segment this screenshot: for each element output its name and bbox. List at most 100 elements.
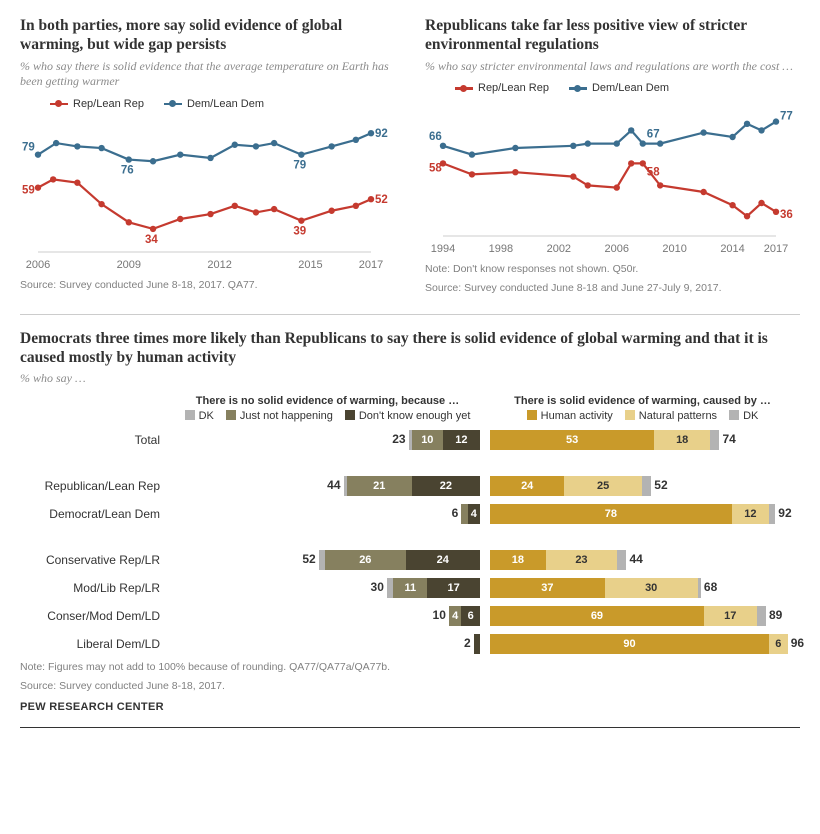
svg-text:2015: 2015 [298, 259, 322, 271]
bar-track: 46781292 [170, 504, 800, 524]
bar-track: 111730373068 [170, 578, 800, 598]
legend-rep-label: Rep/Lean Rep [478, 82, 549, 94]
svg-text:76: 76 [121, 165, 134, 177]
svg-text:2012: 2012 [207, 259, 231, 271]
chart-right-note: Note: Don't know responses not shown. Q5… [425, 262, 800, 277]
svg-text:2010: 2010 [662, 243, 686, 255]
svg-text:67: 67 [647, 129, 660, 141]
bottom-note: Note: Figures may not add to 100% becaus… [20, 660, 800, 675]
bar-seg: 37 [490, 578, 605, 598]
bar-seg [710, 430, 719, 450]
legend-item: DK [729, 410, 758, 422]
total-no: 10 [433, 608, 446, 622]
bottom-source: Source: Survey conducted June 8-18, 2017… [20, 679, 800, 694]
chart-left-panel: In both parties, more say solid evidence… [20, 16, 395, 296]
bar-row: Mod/Lib Rep/LR111730373068 [20, 576, 800, 600]
svg-text:2017: 2017 [764, 243, 788, 255]
bar-seg: 24 [490, 476, 564, 496]
svg-text:79: 79 [22, 142, 35, 154]
row-label: Conservative Rep/LR [20, 553, 170, 567]
chart-left-sub: % who say there is solid evidence that t… [20, 59, 395, 90]
svg-text:34: 34 [145, 234, 158, 246]
bar-seg: 17 [427, 578, 480, 598]
chart-right-plot: 1994199820022006201020142017666777585836 [425, 98, 800, 258]
legend-item: Human activity [527, 410, 613, 422]
legend-item: Just not happening [226, 410, 333, 422]
legend-rep: Rep/Lean Rep [50, 98, 144, 110]
legend-dem: Dem/Lean Dem [569, 82, 669, 94]
bottom-title: Democrats three times more likely than R… [20, 329, 800, 368]
bottom-sub: % who say … [20, 371, 800, 387]
total-yes: 44 [630, 552, 643, 566]
bar-track: 290696 [170, 634, 800, 654]
total-yes: 89 [769, 608, 782, 622]
bar-seg: 23 [546, 550, 617, 570]
divider [20, 314, 800, 315]
left-header: There is no solid evidence of warming, b… [196, 395, 459, 407]
chart-left-source: Source: Survey conducted June 8-18, 2017… [20, 278, 395, 293]
svg-text:39: 39 [293, 226, 306, 238]
row-label: Liberal Dem/LD [20, 637, 170, 651]
svg-text:2006: 2006 [26, 259, 50, 271]
bar-row: Total101223531874 [20, 428, 800, 452]
bar-seg: 24 [406, 550, 480, 570]
svg-text:1994: 1994 [431, 243, 455, 255]
chart-right-panel: Republicans take far less positive view … [425, 16, 800, 296]
chart-left-plot: 200620092012201520177976799259343952 [20, 114, 395, 274]
bar-track: 262452182344 [170, 550, 800, 570]
bar-seg: 26 [325, 550, 406, 570]
bar-track: 4610691789 [170, 606, 800, 626]
row-label: Conser/Mod Dem/LD [20, 609, 170, 623]
legend-item: Natural patterns [625, 410, 717, 422]
bar-seg: 30 [605, 578, 698, 598]
bar-seg: 11 [393, 578, 427, 598]
bar-seg: 18 [490, 550, 546, 570]
bar-row: Republican/Lean Rep212244242552 [20, 474, 800, 498]
chart-left-legend: Rep/Lean Rep Dem/Lean Dem [20, 98, 395, 110]
total-no: 2 [464, 636, 471, 650]
bar-seg [757, 606, 766, 626]
bar-seg [769, 504, 775, 524]
row-label: Democrat/Lean Dem [20, 507, 170, 521]
row-label: Mod/Lib Rep/LR [20, 581, 170, 595]
svg-text:2017: 2017 [359, 259, 383, 271]
bar-seg: 21 [347, 476, 412, 496]
svg-text:1998: 1998 [489, 243, 513, 255]
svg-text:2009: 2009 [117, 259, 141, 271]
bar-seg: 6 [769, 634, 788, 654]
bottom-panel: Democrats three times more likely than R… [20, 329, 800, 729]
legend-rep-label: Rep/Lean Rep [73, 98, 144, 110]
bar-seg: 17 [704, 606, 757, 626]
legend-dem: Dem/Lean Dem [164, 98, 264, 110]
bar-row: Conservative Rep/LR262452182344 [20, 548, 800, 572]
attribution: PEW RESEARCH CENTER [20, 701, 800, 713]
right-sublegend: There is solid evidence of warming, caus… [485, 395, 800, 422]
chart-right-sub: % who say stricter environmental laws an… [425, 59, 800, 75]
svg-text:2002: 2002 [547, 243, 571, 255]
bar-seg: 4 [468, 504, 480, 524]
bar-track: 101223531874 [170, 430, 800, 450]
svg-text:79: 79 [293, 160, 306, 172]
svg-text:36: 36 [780, 209, 793, 221]
svg-text:92: 92 [375, 128, 388, 140]
bar-seg: 22 [412, 476, 480, 496]
bar-seg [617, 550, 626, 570]
bar-seg: 90 [490, 634, 769, 654]
svg-text:59: 59 [22, 185, 35, 197]
svg-text:58: 58 [647, 167, 660, 179]
total-yes: 68 [704, 580, 717, 594]
bar-rows: Total101223531874Republican/Lean Rep2122… [20, 428, 800, 656]
bar-seg: 18 [654, 430, 710, 450]
total-no: 30 [371, 580, 384, 594]
bar-row: Conser/Mod Dem/LD4610691789 [20, 604, 800, 628]
bar-row: Liberal Dem/LD290696 [20, 632, 800, 656]
footer-rule [20, 727, 800, 728]
legend-dem-label: Dem/Lean Dem [592, 82, 669, 94]
bottom-legend-row: There is no solid evidence of warming, b… [20, 395, 800, 422]
svg-text:66: 66 [429, 131, 442, 143]
row-label: Republican/Lean Rep [20, 479, 170, 493]
svg-text:77: 77 [780, 111, 793, 123]
bar-seg [698, 578, 701, 598]
chart-left-title: In both parties, more say solid evidence… [20, 16, 395, 55]
bar-row: Democrat/Lean Dem46781292 [20, 502, 800, 526]
